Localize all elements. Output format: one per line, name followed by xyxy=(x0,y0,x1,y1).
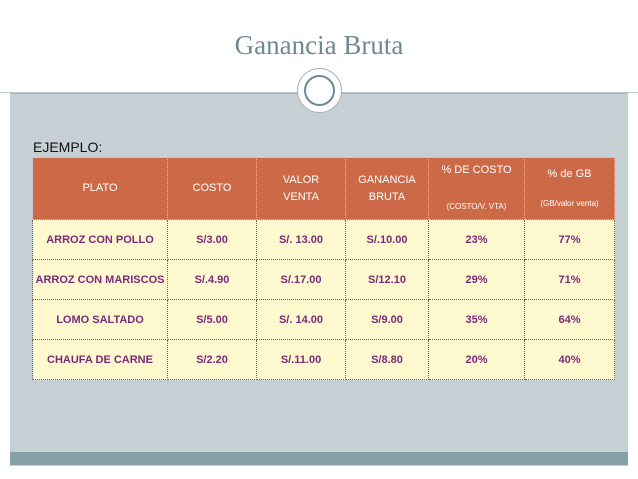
footer-strip xyxy=(10,452,628,465)
cell-plato: ARROZ CON MARISCOS xyxy=(32,259,168,300)
cell-pct-costo: 20% xyxy=(428,339,525,380)
header-pct-costo: % DE COSTO (COSTO/V. VTA) xyxy=(428,157,525,220)
cell-ganancia-bruta: S/9.00 xyxy=(345,299,429,340)
cell-pct-gb: 64% xyxy=(524,299,615,340)
slide-title: Ganancia Bruta xyxy=(234,30,404,60)
header-pct-costo-formula: (COSTO/V. VTA) xyxy=(446,202,507,211)
gross-profit-table: PLATO COSTO VALOR VENTA GANANCIA BRUTA %… xyxy=(32,157,615,380)
table-header-row: PLATO COSTO VALOR VENTA GANANCIA BRUTA %… xyxy=(32,157,615,220)
table-row: ARROZ CON MARISCOS S/.4.90 S/.17.00 S/12… xyxy=(32,259,615,300)
cell-costo: S/.4.90 xyxy=(167,259,257,300)
header-ganancia-bruta-line2: BRUTA xyxy=(368,190,406,203)
cell-pct-gb: 71% xyxy=(524,259,615,300)
cell-pct-gb: 40% xyxy=(524,339,615,380)
header-pct-gb-formula: (GB/valor venta) xyxy=(540,198,599,208)
cell-costo: S/3.00 xyxy=(167,219,257,260)
header-costo: COSTO xyxy=(167,157,257,220)
header-ganancia-bruta-line1: GANANCIA xyxy=(358,173,416,186)
cell-costo: S/2.20 xyxy=(167,339,257,380)
header-valor-venta: VALOR VENTA xyxy=(256,157,346,220)
header-ganancia-bruta: GANANCIA BRUTA xyxy=(345,157,429,220)
header-valor-venta-line1: VALOR xyxy=(282,173,320,186)
header-plato: PLATO xyxy=(32,157,168,220)
cell-costo: S/5.00 xyxy=(167,299,257,340)
table-row: LOMO SALTADO S/5.00 S/. 14.00 S/9.00 35%… xyxy=(32,299,615,340)
cell-plato: CHAUFA DE CARNE xyxy=(32,339,168,380)
cell-plato: LOMO SALTADO xyxy=(32,299,168,340)
cell-pct-costo: 23% xyxy=(428,219,525,260)
cell-ganancia-bruta: S/8.80 xyxy=(345,339,429,380)
cell-valor-venta: S/. 14.00 xyxy=(256,299,346,340)
cell-valor-venta: S/.11.00 xyxy=(256,339,346,380)
header-valor-venta-line2: VENTA xyxy=(283,190,319,203)
cell-pct-gb: 77% xyxy=(524,219,615,260)
header-pct-costo-title: % DE COSTO xyxy=(441,164,512,176)
cell-pct-costo: 35% xyxy=(428,299,525,340)
decorative-ring-icon xyxy=(304,75,335,106)
example-label: EJEMPLO: xyxy=(33,139,103,155)
table-row: ARROZ CON POLLO S/3.00 S/. 13.00 S/.10.0… xyxy=(32,219,615,260)
cell-ganancia-bruta: S/12.10 xyxy=(345,259,429,300)
cell-plato: ARROZ CON POLLO xyxy=(32,219,168,260)
header-pct-gb-title: % de GB xyxy=(547,167,592,180)
table-row: CHAUFA DE CARNE S/2.20 S/.11.00 S/8.80 2… xyxy=(32,339,615,380)
cell-valor-venta: S/. 13.00 xyxy=(256,219,346,260)
header-pct-gb: % de GB (GB/valor venta) xyxy=(524,157,615,220)
cell-pct-costo: 29% xyxy=(428,259,525,300)
cell-valor-venta: S/.17.00 xyxy=(256,259,346,300)
cell-ganancia-bruta: S/.10.00 xyxy=(345,219,429,260)
